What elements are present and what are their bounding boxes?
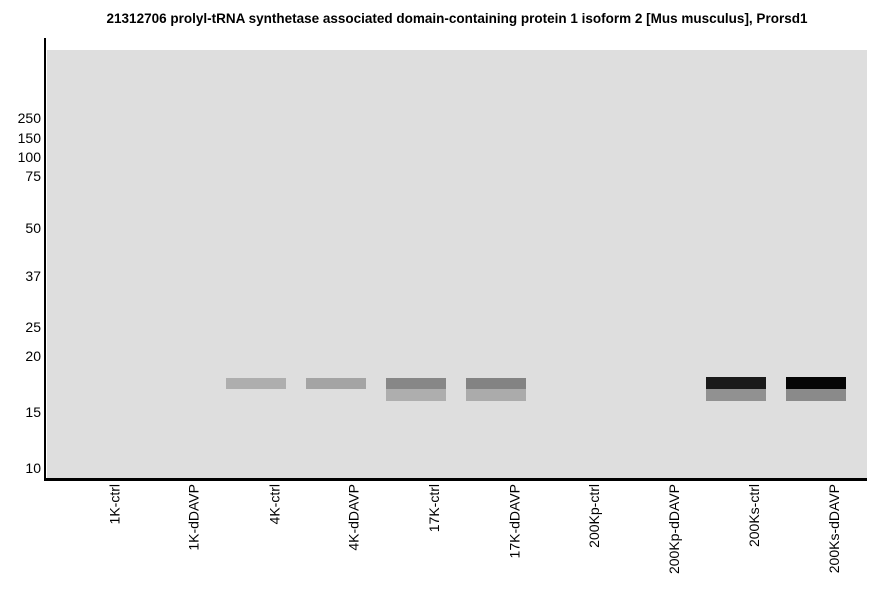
x-axis-label-4k-ctrl: 4K-ctrl xyxy=(266,484,282,525)
y-axis-tick-label: 15 xyxy=(25,404,41,420)
x-axis-label-17k-ddavp: 17K-dDAVP xyxy=(506,484,522,559)
x-axis-label-1k-ddavp: 1K-dDAVP xyxy=(186,484,202,551)
y-axis-tick-label: 37 xyxy=(25,268,41,284)
y-axis-tick-label: 250 xyxy=(17,110,41,126)
x-axis-label-1k-ctrl: 1K-ctrl xyxy=(106,484,122,525)
x-axis-label-200kp-ddavp: 200Kp-dDAVP xyxy=(666,484,682,575)
gel-band xyxy=(226,378,286,389)
gel-band xyxy=(466,378,526,389)
gel-band xyxy=(466,389,526,401)
y-axis-line xyxy=(44,38,46,481)
plot-area xyxy=(47,50,867,478)
x-axis-label-4k-ddavp: 4K-dDAVP xyxy=(346,484,362,551)
x-axis-label-200ks-ctrl: 200Ks-ctrl xyxy=(746,484,762,548)
gel-band xyxy=(386,378,446,389)
x-axis-label-200kp-ctrl: 200Kp-ctrl xyxy=(586,484,602,548)
y-axis-tick-label: 150 xyxy=(17,130,41,146)
x-axis-label-17k-ctrl: 17K-ctrl xyxy=(426,484,442,533)
y-axis-tick-label: 25 xyxy=(25,319,41,335)
gel-band xyxy=(706,389,766,401)
gel-band xyxy=(706,377,766,389)
figure-title: 21312706 prolyl-tRNA synthetase associat… xyxy=(106,11,808,26)
gel-band xyxy=(786,377,846,389)
x-axis-line xyxy=(44,478,867,481)
y-axis-tick-label: 50 xyxy=(25,220,41,236)
gel-band xyxy=(306,378,366,389)
y-axis-tick-label: 20 xyxy=(25,348,41,364)
y-axis-tick-label: 100 xyxy=(17,149,41,165)
y-axis-tick-label: 75 xyxy=(25,168,41,184)
x-axis-label-200ks-ddavp: 200Ks-dDAVP xyxy=(826,484,842,574)
y-axis-tick-label: 10 xyxy=(25,460,41,476)
gel-band xyxy=(386,389,446,401)
gel-band xyxy=(786,389,846,401)
